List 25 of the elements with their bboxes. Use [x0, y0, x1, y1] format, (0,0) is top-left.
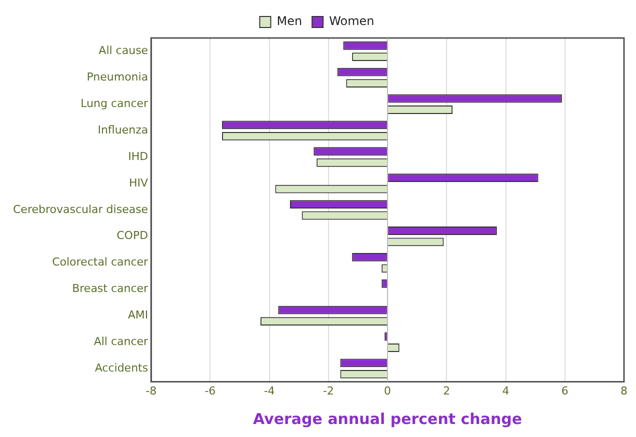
x-tick-label: -6 — [204, 384, 216, 398]
y-tick-label: Pneumonia — [86, 70, 148, 84]
x-tick-label: -4 — [264, 384, 275, 398]
y-tick-label: COPD — [116, 229, 148, 242]
x-tick-label: 2 — [443, 384, 450, 398]
legend-label: Men — [276, 14, 302, 28]
y-tick-label: Lung cancer — [80, 96, 149, 110]
x-tick-label: 0 — [384, 384, 392, 398]
y-tick-label: Breast cancer — [72, 282, 149, 296]
x-tick-label: 6 — [561, 384, 568, 398]
y-tick-label: Cerebrovascular disease — [12, 202, 148, 216]
y-tick-label: Influenza — [98, 123, 148, 136]
x-tick-label: -2 — [322, 384, 334, 398]
x-tick-label: 8 — [620, 384, 628, 398]
y-tick-label: Accidents — [94, 361, 148, 374]
y-tick-label: HIV — [129, 176, 149, 190]
y-tick-label: Colorectal cancer — [52, 256, 149, 269]
y-tick-label: All cause — [98, 44, 148, 58]
x-tick-label: -8 — [146, 384, 157, 398]
y-tick-label: IHD — [128, 150, 148, 163]
x-axis-title: Average annual percent change — [253, 410, 522, 428]
y-tick-label: All cancer — [94, 334, 149, 348]
x-tick-label: 4 — [502, 384, 510, 398]
y-tick-label: AMI — [128, 308, 148, 322]
legend-label: Women — [329, 14, 374, 28]
